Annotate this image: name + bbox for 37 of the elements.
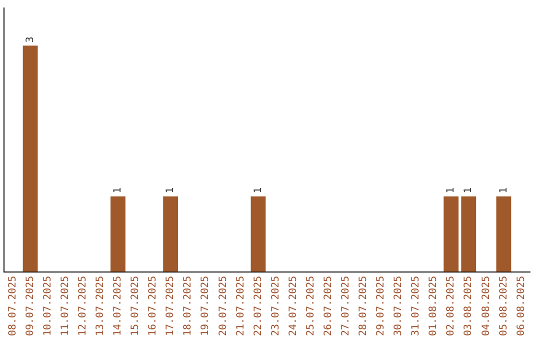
x-tick-label: 02.08.2025: [446, 276, 457, 336]
x-tick-label: 24.07.2025: [288, 276, 299, 336]
x-tick-label: 30.07.2025: [393, 276, 404, 336]
x-tick-label: 31.07.2025: [410, 276, 422, 336]
x-tick-label: 01.08.2025: [428, 276, 440, 336]
x-tick-label: 11.07.2025: [60, 276, 71, 336]
x-tick-label: 19.07.2025: [200, 276, 212, 336]
x-tick-label: 20.07.2025: [218, 276, 229, 336]
data-label: 3: [24, 36, 36, 43]
data-label: 1: [252, 187, 264, 194]
x-tick-label: 29.07.2025: [376, 276, 387, 336]
x-tick-label: 04.08.2025: [480, 276, 492, 336]
x-tick-label: 14.07.2025: [112, 276, 124, 336]
x-tick-label: 03.08.2025: [463, 276, 474, 336]
x-tick-label: 26.07.2025: [322, 276, 334, 336]
x-tick-label: 13.07.2025: [95, 276, 106, 336]
x-tick-label: 23.07.2025: [270, 276, 282, 336]
x-tick-label: 25.07.2025: [305, 276, 316, 336]
x-tick-label: 06.08.2025: [516, 276, 527, 336]
x-tick-label: 10.07.2025: [42, 276, 54, 336]
x-tick-label: 09.07.2025: [24, 276, 36, 336]
x-tick-label: 05.08.2025: [498, 276, 510, 336]
data-label: 1: [463, 187, 474, 194]
x-tick-label: 28.07.2025: [358, 276, 370, 336]
x-tick-label: 08.07.2025: [7, 276, 18, 336]
data-label: 1: [446, 187, 457, 194]
x-tick-label: 18.07.2025: [182, 276, 194, 336]
x-tick-label: 12.07.2025: [77, 276, 88, 336]
data-label: 1: [112, 187, 124, 194]
x-tick-label: 22.07.2025: [252, 276, 264, 336]
x-tick-label: 15.07.2025: [130, 276, 142, 336]
x-tick-label: 27.07.2025: [340, 276, 352, 336]
x-tick-label: 17.07.2025: [165, 276, 176, 336]
x-tick-label: 16.07.2025: [148, 276, 159, 336]
data-label: 1: [165, 187, 176, 194]
x-tick-label: 21.07.2025: [235, 276, 246, 336]
data-label: 1: [498, 187, 510, 194]
